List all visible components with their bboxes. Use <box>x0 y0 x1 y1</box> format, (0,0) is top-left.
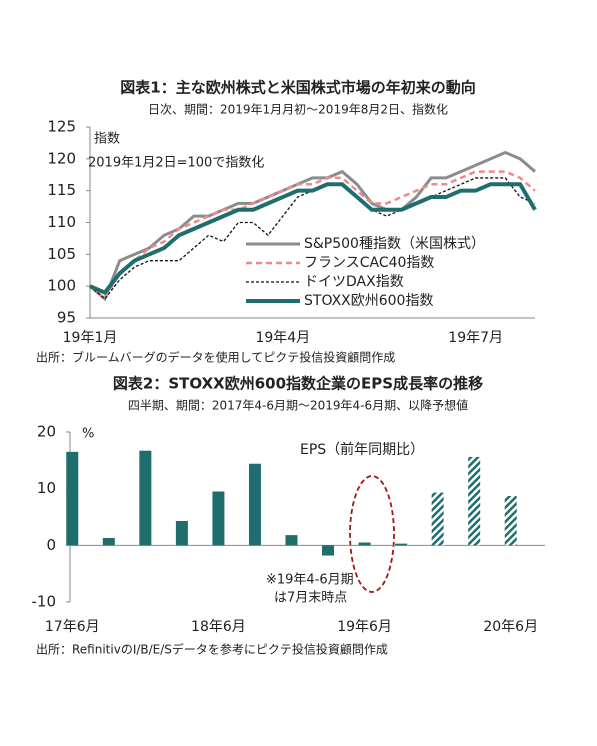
y-tick-label: 120 <box>47 149 76 167</box>
y-tick-label: 20 <box>37 423 56 441</box>
bar <box>395 543 408 546</box>
x-tick-label: 17年6月 <box>45 619 100 635</box>
chart-subtitle: 四半期、期間：2017年4-6月期～2019年4-6月期、以降予想値 <box>128 398 468 413</box>
legend-label: フランスCAC40指数 <box>304 255 434 271</box>
x-tick-label: 19年6月 <box>337 619 392 635</box>
bar <box>66 451 79 546</box>
y-tick-label: 95 <box>57 309 76 327</box>
line <box>89 182 537 295</box>
bar <box>248 463 261 546</box>
bar <box>358 542 371 546</box>
note: は7月末時点 <box>274 591 347 606</box>
bar <box>175 520 188 546</box>
bar <box>322 545 335 556</box>
annotation: 2019年1月2日=100で指数化 <box>88 156 264 171</box>
chart-subtitle: 日次、期間：2019年1月月初～2019年8月2日、指数化 <box>148 102 448 117</box>
x-tick-label: 19年7月 <box>448 330 503 346</box>
bar <box>139 450 152 546</box>
y-axis-label: 指数 <box>94 132 120 147</box>
line <box>89 170 536 301</box>
legend-label: ドイツDAX指数 <box>304 274 404 290</box>
note: ※19年4-6月期 <box>266 573 354 588</box>
bar <box>102 537 115 546</box>
highlight-ellipse <box>349 475 395 593</box>
x-tick-label: 19年4月 <box>255 330 310 346</box>
x-tick-label: 20年6月 <box>483 619 538 635</box>
y-tick-label: -10 <box>32 593 57 611</box>
source: 出所：RefinitivのI/B/E/Sデータを参考にピクテ投信投資顧問作成 <box>36 642 388 657</box>
y-axis-label: % <box>82 427 94 442</box>
y-tick-label: 125 <box>47 118 76 136</box>
annotation: EPS（前年同期比） <box>300 441 424 458</box>
bar <box>431 492 444 546</box>
line <box>89 150 536 302</box>
x-tick-label: 19年1月 <box>63 330 118 346</box>
legend-label: STOXX欧州600指数 <box>304 293 433 309</box>
chart-title: 図表2：STOXX欧州600指数企業のEPS成長率の推移 <box>113 375 483 393</box>
source: 出所：ブルームバーグのデータを使用してピクテ投信投資顧問作成 <box>36 350 395 365</box>
y-tick-label: 105 <box>47 245 76 263</box>
y-tick-label: 115 <box>47 181 76 199</box>
y-tick-label: 10 <box>37 479 56 497</box>
legend-label: S&P500種指数（米国株式） <box>304 236 485 252</box>
bar <box>285 535 298 546</box>
x-tick-label: 18年6月 <box>191 619 246 635</box>
bar <box>212 491 225 546</box>
y-tick-label: 100 <box>47 277 76 295</box>
y-tick-label: 0 <box>46 536 56 554</box>
chart-title: 図表1：主な欧州株式と米国株式市場の年初来の動向 <box>120 79 475 97</box>
bar <box>468 456 481 546</box>
bar <box>504 496 517 546</box>
y-tick-label: 110 <box>47 213 76 231</box>
